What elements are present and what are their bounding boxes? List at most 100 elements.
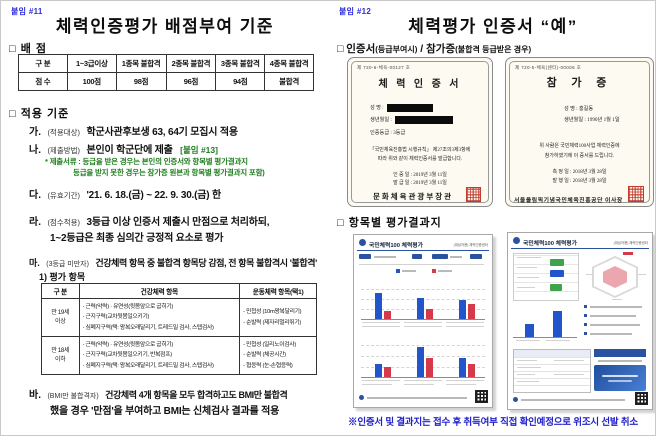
bar-blue: [459, 300, 466, 319]
section-heading-certs: □ 인증서(등급부여시) / 참가증(불합격 등급받은 경우): [337, 39, 531, 57]
radar-chart: [586, 252, 646, 302]
bullet-icon: [584, 305, 587, 308]
item-marker: 다.: [29, 190, 41, 201]
micro-text-line: [517, 267, 537, 269]
bullet-text-line: [590, 306, 642, 308]
mini-table: [513, 253, 579, 301]
info-number-line: [598, 360, 642, 362]
info-title-bar: [594, 349, 646, 357]
caption-line: [362, 380, 400, 382]
sheet-header-title: 국민체력100 체력평가: [523, 241, 577, 247]
group-line: 이상: [55, 318, 66, 325]
eval-items-table: 구 분 건강체력 항목 운동체력 항목(택1) 만 19세 이상 - 근력(악력…: [41, 283, 317, 375]
scoring-cell: 점 수: [18, 72, 68, 91]
item-marker: 라.: [29, 217, 41, 228]
certificate-name-field: 성 명 : 홍길동: [564, 106, 594, 112]
bar-blue: [459, 358, 466, 377]
item-marker: 가.: [29, 127, 41, 138]
bullet-text-line: [590, 324, 640, 326]
bar-red: [426, 309, 433, 319]
item-marker: 나.: [29, 145, 41, 156]
item-label: (적용대상): [47, 128, 81, 137]
certificate-body-line1: 「국민체육진흥법 시행규칙」 제27조의3제3항에: [369, 148, 471, 153]
certificate-fitness: 제 720-6-체육-00127 호 체 력 인 증 서 성 명 : 생년월일 …: [347, 57, 493, 207]
health-item: - 근력(악력) · 유연성(윗몸앞으로 굽히기): [82, 341, 174, 348]
header-rule: [511, 248, 649, 249]
page-title: 체력인증평가 배점부여 기준: [55, 17, 275, 36]
legend-label-line: [402, 270, 416, 272]
bar-red: [384, 311, 391, 319]
section-heading-results: □ 항목별 평가결과지: [337, 217, 442, 229]
sheet-logo-icon: [359, 239, 366, 246]
attachment-label: 붙임 #12: [339, 7, 372, 16]
criteria-item-ba-line2: 했을 경우 '만점'을 부여하고 BMI는 신체검사 결과를 적용: [50, 406, 280, 417]
eval-header-row: 구 분 건강체력 항목 운동체력 항목(택1): [41, 283, 317, 299]
criteria-item-na: 나. (제출방법) 본인이 학군단에 제출 [붙임 #13]: [29, 140, 218, 158]
eval-header-cell: 건강체력 항목: [78, 283, 241, 299]
group-line: 만 18세: [51, 347, 70, 354]
item-text: '21. 6. 18.(금) ~ 22. 9. 30.(금) 한: [86, 190, 222, 201]
heading-part: / 참가증: [417, 43, 456, 55]
certificate-participation: 제 720-5-체육(센터)-00006 호 참 가 증 성 명 : 홍길동 생…: [505, 57, 654, 207]
certificate-issuer: 문화체육관광부장관: [372, 192, 454, 201]
certificate-inner-border: [509, 61, 650, 203]
scoring-header-cell: 3종목 불합격: [215, 54, 266, 73]
bar-blue: [375, 293, 382, 319]
caption-line: [446, 322, 484, 324]
micro-text-line: [517, 257, 541, 259]
footer-logo-icon: [359, 395, 364, 400]
scoring-cell: 98점: [115, 72, 167, 91]
qr-code-icon: [635, 392, 648, 405]
footer-logo-icon: [513, 397, 518, 402]
page-right: 붙임 #12 체력평가 인증서 “예” □ 인증서(등급부여시) / 참가증(불…: [329, 1, 655, 435]
scoring-header-cell: 4종목 불합격: [264, 54, 314, 73]
micro-text-line: [374, 256, 396, 258]
mid-bar-chart: [513, 305, 577, 338]
group-line: 이하: [55, 356, 66, 363]
caption-line: [404, 384, 434, 386]
redacted-name: [386, 104, 433, 112]
field-chip: [412, 254, 422, 259]
item-label: (점수적용): [47, 218, 81, 227]
item-label: (3등급 미만자): [46, 261, 89, 268]
criteria-item-ra: 라. (점수적용) 3등급 이상 인증서 제출시 만점으로 처리하되,: [29, 212, 270, 230]
micro-text-line: [554, 360, 584, 362]
sheet-header-subtitle: (대상자용) 체력인증센터: [453, 243, 488, 247]
eval-health-cell: - 근력(악력) · 유연성(윗몸앞으로 굽히기) - 근지구력(교차윗몸일으키…: [78, 298, 241, 337]
result-sheet-radar: 국민체력100 체력평가 (대상자용) 체력인증센터: [507, 232, 653, 410]
health-item: - 근지구력(교차윗몸일으키기): [82, 314, 150, 321]
bullet-icon: [584, 323, 587, 326]
scoring-header-cell: 1종목 불합격: [115, 54, 167, 73]
footer-text-line: [521, 399, 625, 401]
bar-red: [384, 367, 391, 377]
certificate-date-line2: 발 급 일 : 2019년 3월 11일: [393, 181, 447, 186]
grade-chip-blue: [550, 270, 564, 277]
micro-text-line: [517, 381, 539, 383]
eval-motor-cell: - 민첩성 (일리노이검사) - 순발력 (체공시간) - 협응력 (눈-손협응…: [239, 336, 317, 375]
field-label: 성 명 :: [370, 105, 384, 112]
bar-red: [468, 364, 475, 377]
certificate-date-line1: 인 증 일 : 2019년 3월 11일: [393, 173, 447, 178]
sheet-header-title: 국민체력100 체력평가: [369, 243, 423, 249]
bottom-table: [513, 349, 591, 393]
certificate-inner-border: [351, 61, 489, 203]
section-heading-criteria: □ 적용 기준: [9, 108, 70, 120]
item-text: 학군사관후보생 63, 64기 모집시 적용: [86, 127, 239, 138]
criteria-item-ga: 가. (적용대상) 학군사관후보생 63, 64기 모집시 적용: [29, 122, 238, 140]
certificate-date-line2: 발 행 일 : 2018년 3월 28일: [552, 179, 607, 184]
bar-blue: [525, 324, 534, 337]
criteria-item-da: 다. (유효기간) '21. 6. 18.(금) ~ 22. 9. 30.(금)…: [29, 185, 221, 203]
radar-axis-label: [638, 274, 646, 276]
motor-item: - 순발력 (체공시간): [243, 352, 286, 359]
eval-row-19plus: 만 19세 이상 - 근력(악력) · 유연성(윗몸앞으로 굽히기) - 근지구…: [41, 298, 317, 337]
caption-line: [362, 322, 400, 324]
sheet-header-subtitle: (대상자용) 체력인증센터: [613, 241, 648, 245]
eval-group-cell: 만 19세 이상: [41, 298, 80, 337]
motor-item: - 민첩성 (10m왕복달리기): [243, 309, 302, 316]
bar-red: [426, 358, 433, 377]
motor-item: - 민첩성 (일리노이검사): [243, 341, 296, 348]
item-text: 건강체력 4개 항목을 모두 합격하고도 BMI만 불합격: [105, 390, 288, 400]
sheet-logo-icon: [513, 237, 520, 244]
micro-text-line: [517, 367, 541, 369]
